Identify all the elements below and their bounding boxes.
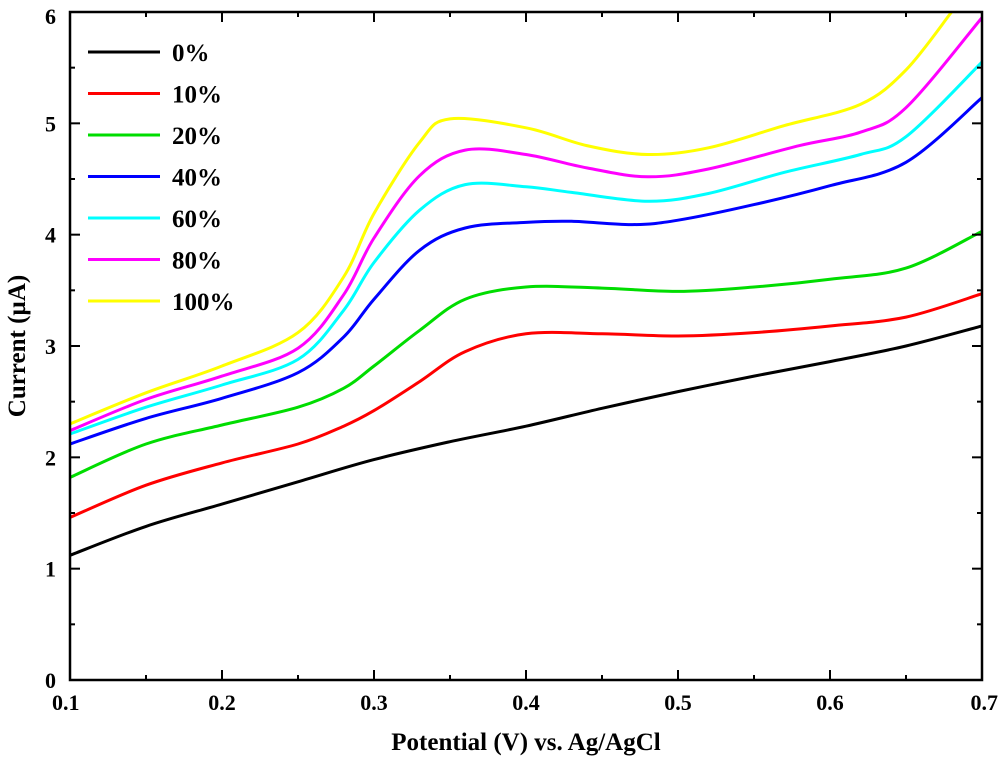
series-line-20pct (70, 229, 982, 479)
legend: 0% 10% 20% 40% 60% 80% 100% (88, 40, 235, 316)
x-tick-label: 0.2 (208, 690, 236, 715)
plot-frame (68, 10, 984, 682)
y-tick-label: 4 (45, 223, 56, 248)
x-tick-label: 0.7 (971, 690, 999, 715)
y-tick-label: 6 (45, 4, 56, 29)
series-line-40pct (70, 96, 982, 446)
legend-label-40pct: 40% (172, 165, 222, 192)
legend-label-0pct: 0% (172, 40, 210, 67)
x-tick-label: 0.1 (52, 690, 80, 715)
x-tick-label: 0.5 (664, 690, 692, 715)
series-line-60pct (70, 61, 982, 436)
y-tick-label: 5 (45, 111, 56, 136)
series-line-10pct (70, 292, 982, 519)
series-lines (70, 12, 982, 557)
legend-label-60pct: 60% (172, 206, 222, 233)
x-axis-title: Potential (V) vs. Ag/AgCl (391, 729, 660, 756)
y-tick-label: 0 (45, 668, 56, 693)
x-tick-label: 0.4 (512, 690, 540, 715)
series-line-100pct (70, 12, 953, 426)
legend-label-100pct: 100% (172, 289, 235, 316)
axes: 0.1 0.2 0.3 0.4 0.5 0.6 0.7 0 1 2 3 4 5 6 (45, 4, 998, 715)
y-tick-label: 2 (45, 445, 56, 470)
y-tick-label: 1 (45, 557, 56, 582)
x-tick-label: 0.3 (360, 690, 388, 715)
legend-label-80pct: 80% (172, 248, 222, 275)
x-tick-label: 0.6 (816, 690, 844, 715)
legend-label-20pct: 20% (172, 123, 222, 150)
y-axis-title: Current (µA) (4, 275, 31, 417)
legend-label-10pct: 10% (172, 82, 222, 109)
y-tick-label: 3 (45, 334, 56, 359)
series-line-0pct (70, 324, 982, 557)
series-line-80pct (70, 16, 982, 432)
